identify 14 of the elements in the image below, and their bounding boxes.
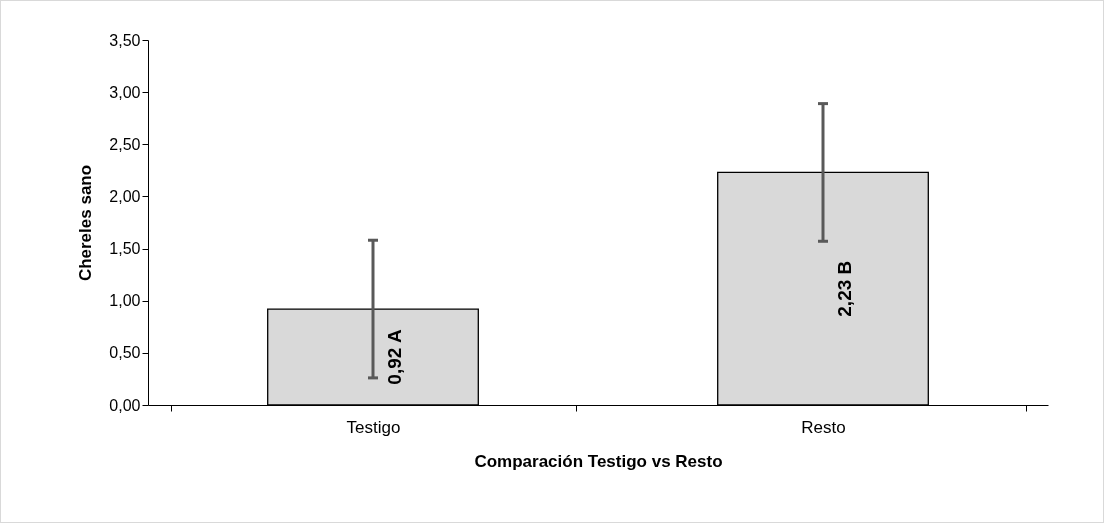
y-tick-label: 1,00: [109, 292, 141, 310]
x-axis-title: Comparación Testigo vs Resto: [474, 451, 723, 471]
y-tick-label: 0,00: [109, 396, 141, 414]
x-tick-label: Testigo: [346, 417, 401, 437]
y-tick-label: 1,50: [109, 240, 141, 258]
data-label: 0,92 A: [384, 329, 405, 385]
y-tick-label: 3,00: [109, 83, 141, 101]
x-tick-label: Resto: [801, 417, 846, 437]
y-axis-title: Chereles sano: [76, 164, 96, 282]
data-label: 2,23 B: [834, 260, 855, 317]
y-tick-label: 2,50: [109, 135, 141, 153]
y-tick-label: 2,00: [109, 187, 141, 205]
y-tick-label: 0,50: [109, 344, 141, 362]
y-tick-label: 3,50: [109, 31, 141, 49]
